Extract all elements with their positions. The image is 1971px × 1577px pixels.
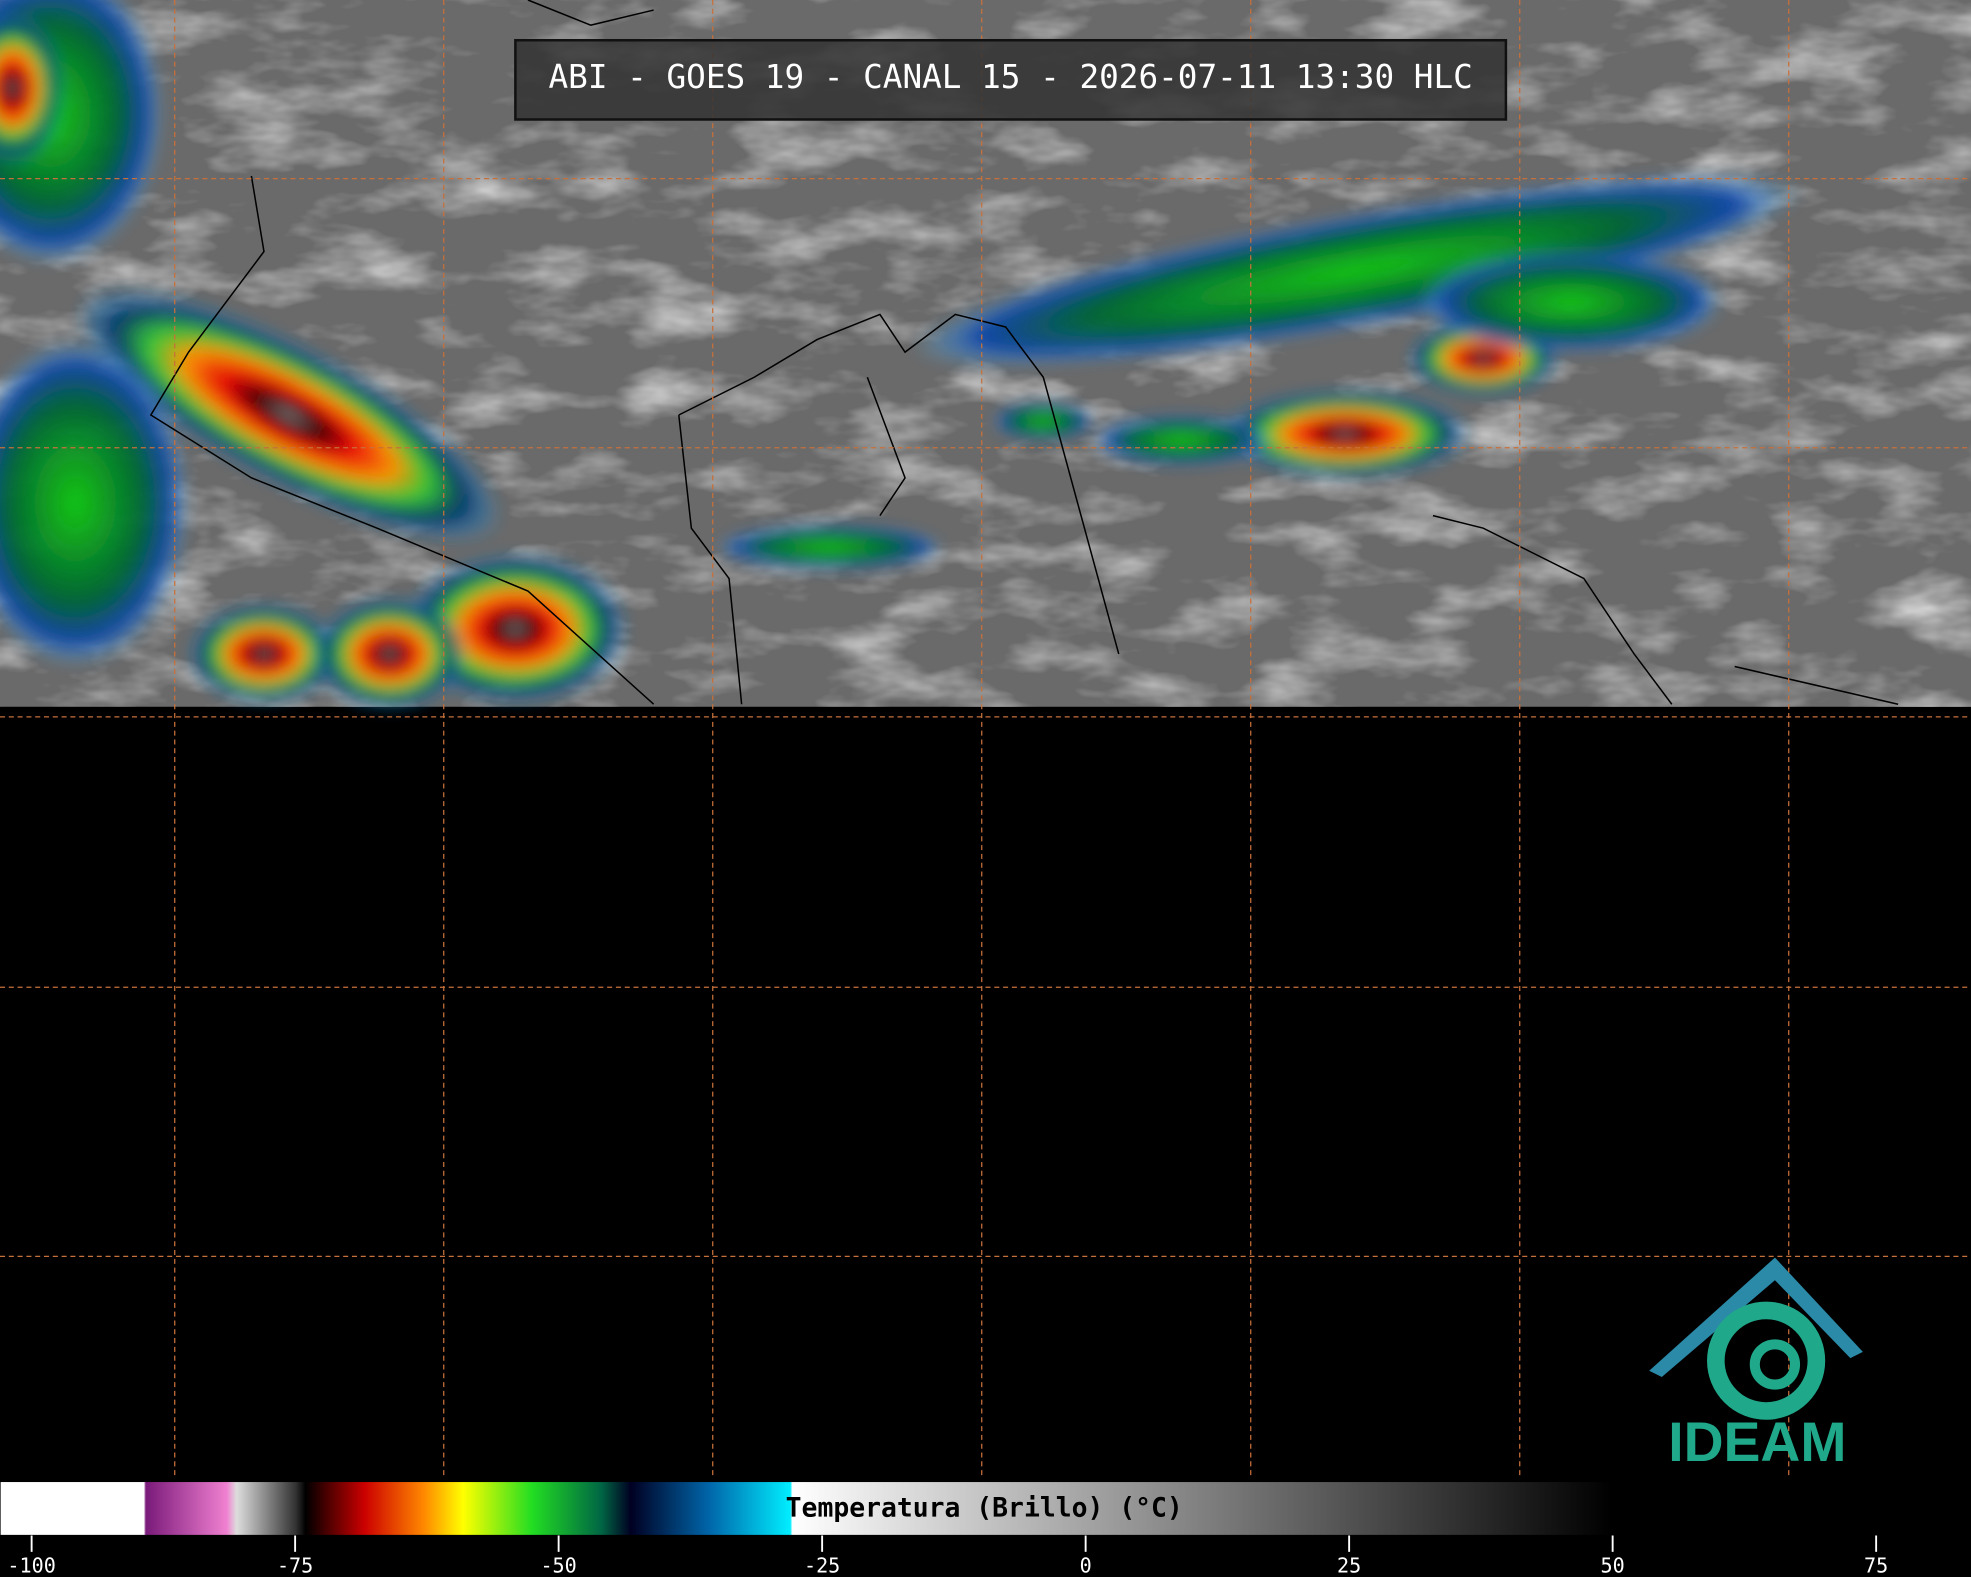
colorbar-tick-label: 75	[1864, 1553, 1888, 1577]
colorbar-label: Temperatura (Brillo) (°C)	[786, 1493, 1183, 1524]
title-box	[514, 38, 1508, 121]
colorbar-tick-label: 25	[1337, 1553, 1361, 1577]
map-grid	[0, 0, 1971, 1478]
logo-text: IDEAM	[1668, 1411, 1846, 1473]
colorbar-tick-label: -75	[277, 1553, 313, 1577]
colorbar-tick-label: -25	[804, 1553, 840, 1577]
title: ABI - GOES 19 - CANAL 15 - 2026-07-11 13…	[548, 58, 1472, 96]
colorbar-tick-label: 0	[1080, 1553, 1092, 1577]
colorbar-tick-label: -50	[540, 1553, 576, 1577]
colorbar-tick-label: 50	[1601, 1553, 1625, 1577]
satellite-image	[0, 0, 1971, 711]
colorbar-tick-label: -100	[7, 1553, 55, 1577]
colorbar: Temperatura (Brillo) (°C) -100 -75 -50 -25 0…	[0, 1480, 1971, 1577]
logo: IDEAM	[1649, 1257, 1863, 1473]
